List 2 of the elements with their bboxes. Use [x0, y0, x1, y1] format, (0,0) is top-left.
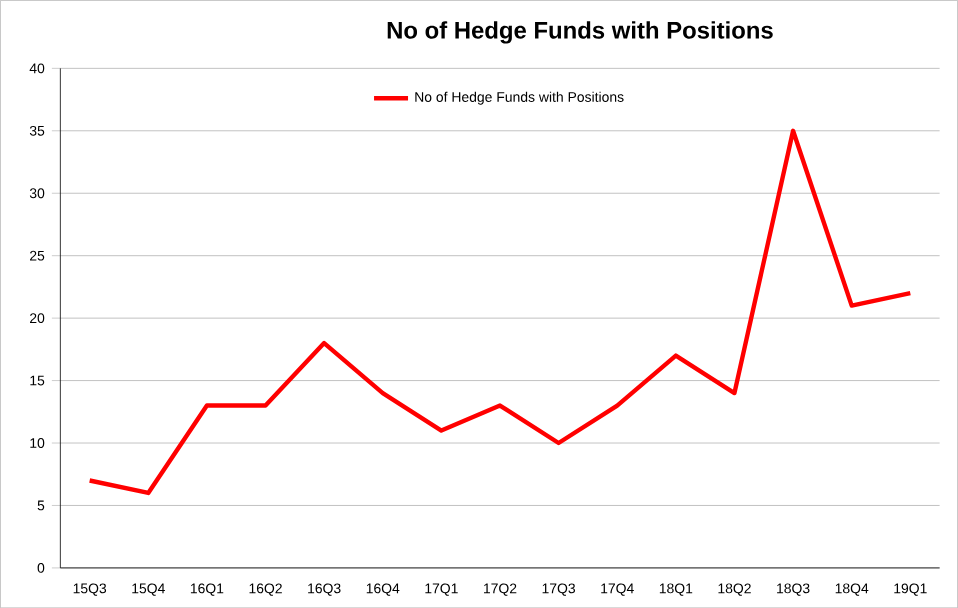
line-series — [87, 128, 913, 496]
chart-title: No of Hedge Funds with Positions — [387, 21, 773, 44]
